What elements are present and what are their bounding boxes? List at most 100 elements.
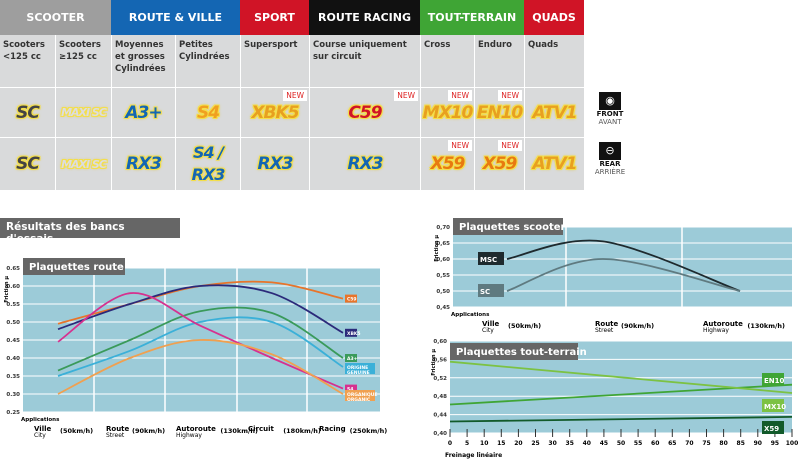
series-line-organique (57, 339, 344, 395)
series-label-box (345, 390, 375, 401)
plot-area (453, 227, 792, 307)
pad-logo: SC (16, 154, 40, 174)
front-pad-cell: A3+ (111, 87, 175, 137)
series-label-box (762, 373, 784, 386)
series-line-en10 (449, 383, 793, 406)
rear-legend: ⊖ REAR ARRIÈRE (590, 142, 630, 176)
x-category: Ville (34, 425, 51, 433)
series-line-s4 (57, 292, 344, 390)
y-tick-label: 0.45 (6, 338, 20, 344)
series-label: XBK5 (347, 331, 361, 337)
front-disc-icon: ◉ (599, 92, 621, 110)
x-category-speed: (130km/h) (747, 322, 785, 330)
pad-logo: MAXI SC (61, 157, 107, 171)
series-line-mx10 (449, 360, 793, 394)
series-label-box (762, 421, 784, 434)
series-label-box (478, 284, 504, 297)
column-description: Supersport (240, 35, 309, 87)
x-category: Circuit (248, 425, 275, 433)
column-description: Quads (524, 35, 584, 87)
x-category: Route (595, 320, 619, 328)
series-line-a3+ (57, 306, 344, 372)
results-title: Résultats des bancs d'essais (0, 218, 180, 245)
x-tick-label: 15 (497, 440, 505, 447)
x-category: Ville (482, 320, 499, 328)
pad-logo: SC (16, 102, 40, 123)
front-pad-cell: MAXI SC (55, 87, 111, 137)
x-category-speed: (90km/h) (621, 322, 654, 330)
series-line-sc (506, 258, 741, 292)
y-tick-label: 0,44 (433, 413, 447, 419)
x-category: Autoroute (703, 320, 743, 328)
x-tick-label: 90 (754, 440, 762, 447)
rear-pad-cell: SC (0, 137, 55, 190)
product-table: SCOOTER ROUTE & VILLE SPORT ROUTE RACING TOU… (0, 0, 584, 190)
x-tick-label: 30 (548, 440, 556, 447)
x-tick-label: 100 (786, 440, 799, 447)
y-tick-label: 0,56 (433, 357, 447, 363)
pad-logo: S4 / RX3 (191, 143, 226, 184)
category-header: QUADS (524, 0, 584, 35)
series-label: ORIGINE (347, 365, 368, 371)
series-line-c59 (57, 280, 344, 325)
pad-logo: ATV1 (532, 102, 577, 123)
pad-logo: EN10 (476, 102, 523, 123)
chart-title: Plaquettes scooter (459, 222, 566, 233)
series-label: SC (480, 288, 490, 296)
x-category-en: Highway (703, 327, 729, 334)
rear-pad-cell: MAXI SC (55, 137, 111, 190)
y-axis-label: Friction µ (434, 235, 440, 262)
y-tick-label: 0.25 (6, 410, 20, 416)
series-label-box (762, 399, 784, 412)
rear-pad-cell: RX3 (240, 137, 309, 190)
front-pad-cell: C59 NEW (309, 87, 420, 137)
new-badge: NEW (394, 90, 418, 101)
column-description: Course uniquement sur circuit (309, 35, 420, 87)
series-label-box (345, 294, 357, 303)
plot-area (450, 341, 792, 433)
pad-logo: RX3 (347, 154, 383, 174)
series-label: MSC (480, 256, 497, 264)
y-tick-label: 0.55 (6, 302, 20, 308)
column-description: Scooters ≥125 cc (55, 35, 111, 87)
front-pad-cell: XBK5 NEW (240, 87, 309, 137)
chart-title: Plaquettes route (29, 262, 124, 273)
x-tick-label: 80 (719, 440, 727, 447)
x-tick-label: 10 (480, 440, 488, 447)
new-badge: NEW (498, 90, 522, 101)
y-tick-label: 0,55 (436, 273, 450, 279)
series-label: A3+ (347, 356, 358, 362)
front-pad-cell: ATV1 (524, 87, 584, 137)
x-tick-label: 85 (737, 440, 745, 447)
rear-label: REAR (599, 160, 621, 168)
pad-logo: MAXI SC (61, 106, 107, 119)
pad-logo: MX10 (422, 102, 474, 123)
series-label: EN10 (764, 377, 785, 385)
x-category-en: Street (106, 432, 125, 439)
new-badge: NEW (498, 140, 522, 151)
category-header: ROUTE & VILLE (111, 0, 240, 35)
front-pad-cell: SC (0, 87, 55, 137)
y-tick-label: 0.35 (6, 374, 20, 380)
x-category: Autoroute (176, 425, 216, 433)
x-tick-label: 55 (634, 440, 642, 447)
x-tick-label: 70 (685, 440, 693, 447)
chart-title-box (453, 218, 563, 235)
rear-disc-icon: ⊖ (599, 142, 621, 160)
series-label-box (478, 252, 504, 265)
rear-pad-cell: RX3 (309, 137, 420, 190)
y-tick-label: 0.65 (6, 266, 20, 272)
category-header: SPORT (240, 0, 309, 35)
pad-logo: S4 (196, 102, 220, 123)
arriere-label: ARRIÈRE (594, 168, 626, 176)
x-category-en: City (482, 327, 494, 334)
rear-pad-cell: X59 NEW (420, 137, 474, 190)
column-description: Petites Cylindrées (175, 35, 240, 87)
series-label: ORGANIC (347, 397, 371, 403)
x-axis-label: Applications (451, 312, 490, 318)
series-line-origine (57, 316, 344, 377)
series-line-xbk5 (57, 284, 344, 334)
y-tick-label: 0,60 (436, 257, 450, 263)
series-line-x59 (449, 416, 793, 423)
category-header: ROUTE RACING (309, 0, 420, 35)
